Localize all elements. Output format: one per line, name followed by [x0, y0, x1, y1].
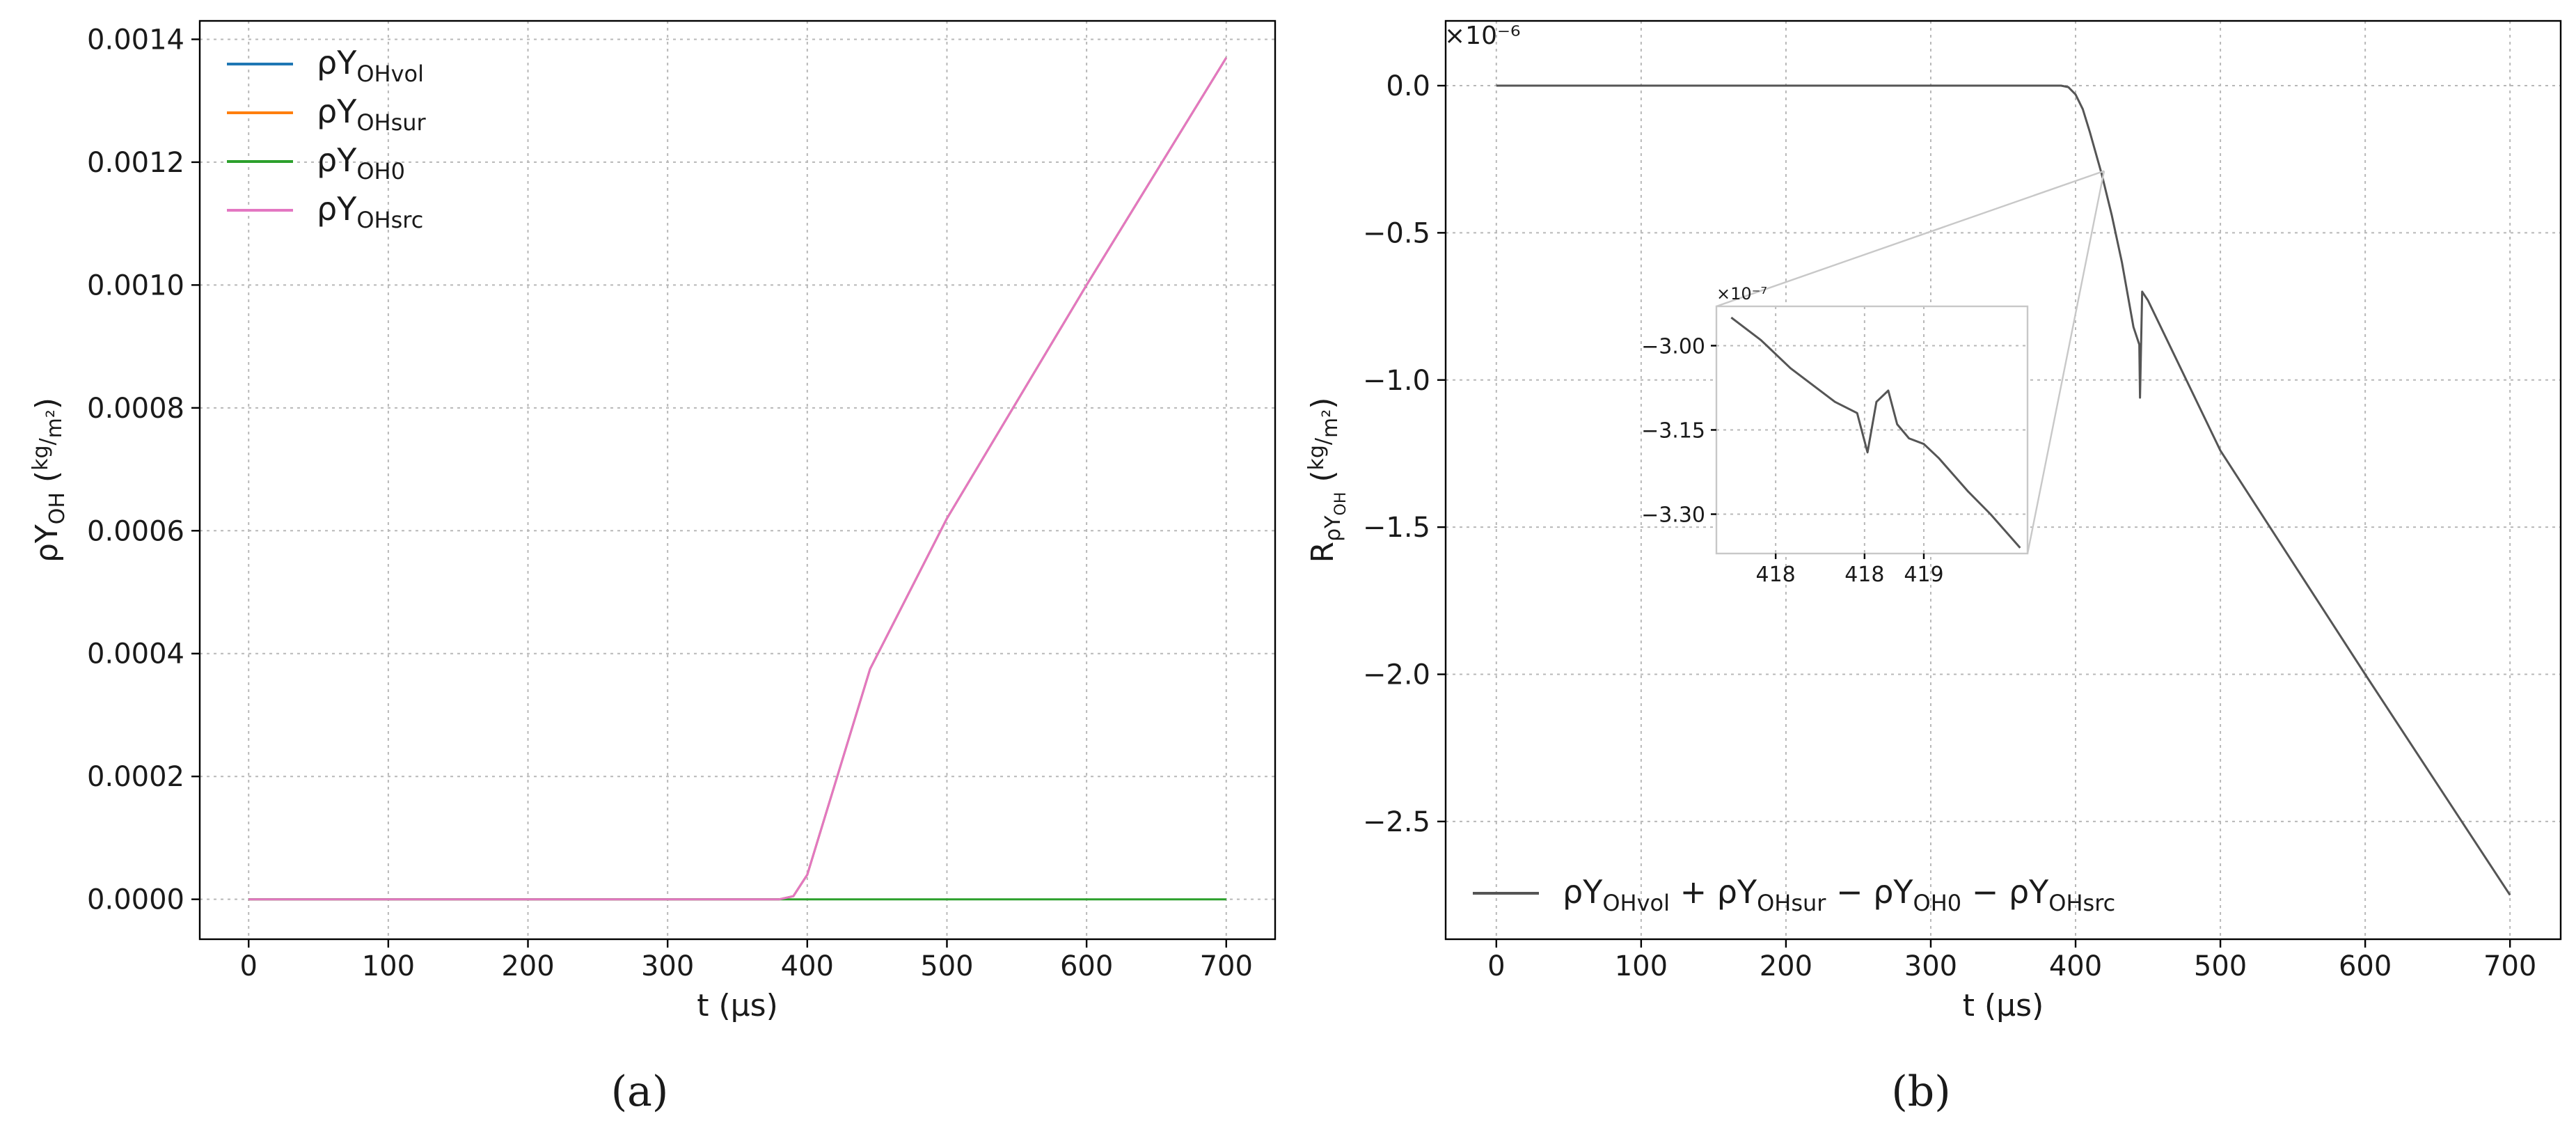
legend-sub: OHsrc [356, 207, 423, 233]
inset-connector [2026, 171, 2105, 554]
inset-connector [1716, 170, 2105, 308]
legend-sub: OHvol [356, 61, 424, 87]
y-tick-label: 0.0006 [87, 515, 184, 547]
y-tick-label: 0.0002 [87, 761, 184, 793]
y-tick-label: 0.0014 [87, 24, 184, 56]
x-tick-label: 300 [641, 950, 694, 982]
legend-main: ρY [1873, 873, 1913, 911]
inset-y-tick-label: −3.30 [1641, 503, 1705, 528]
legend-main: ρY [317, 93, 357, 130]
legend-label-2: ρYOH0 [317, 141, 405, 185]
legend-sub: OH0 [1913, 890, 1962, 916]
panel-a: 0 100 200 300 400 500 600 700 0.0000 0.0002 0.0004… [29, 19, 1277, 1116]
y-label-frac-bar: / [35, 437, 60, 445]
inset-y-tick-label: −3.15 [1641, 419, 1705, 444]
x-tick-label: 400 [2049, 950, 2102, 982]
legend-sub: OHsur [356, 109, 426, 136]
inset-y-tick-label: −3.00 [1641, 334, 1705, 359]
legend-sub: OHvol [1602, 890, 1670, 916]
series-line-0 [1496, 84, 2511, 896]
x-tick-label: 100 [362, 950, 415, 982]
y-label-main: R [1305, 542, 1341, 563]
x-tick-label: 500 [920, 950, 973, 982]
x-tick-label: 600 [1060, 950, 1113, 982]
legend-sub: OHsrc [2048, 890, 2115, 916]
x-tick-label: 700 [2483, 950, 2536, 982]
y-label-subsub: OH [1332, 492, 1350, 516]
y-tick-label: −1.0 [1363, 365, 1430, 397]
y-tick-label: 0.0000 [87, 884, 184, 916]
x-tick-label: 0 [1487, 950, 1505, 982]
y-tick-label: 0.0008 [87, 393, 184, 425]
y-axis-label-text: ρYOH (kg/m²) [29, 398, 70, 563]
y-label-frac-bar: / [1311, 437, 1336, 445]
legend-operator: + [1670, 873, 1717, 911]
y-label-paren: ( [29, 471, 65, 492]
y-tick-label: 0.0 [1386, 70, 1430, 102]
x-tick-label: 700 [1200, 950, 1253, 982]
inset-x-tick-label: 418 [1756, 563, 1796, 587]
y-tick-label: 0.0010 [87, 269, 184, 301]
x-axis-label: t (μs) [697, 988, 778, 1023]
y-tick-label: −1.5 [1363, 512, 1430, 544]
legend-main: ρY [2009, 873, 2049, 911]
y-axis-label-text: RρYOH (kg/m²) [1304, 398, 1350, 563]
x-tick-label: 600 [2339, 950, 2392, 982]
inset-offset-label: ×10⁻⁷ [1716, 284, 1767, 304]
y-label-frac-num: kg [29, 445, 53, 470]
x-tick-label: 200 [501, 950, 554, 982]
legend-main: ρY [317, 190, 357, 228]
legend-main: ρY [1563, 873, 1603, 911]
x-tick-label: 400 [781, 950, 834, 982]
x-tick-label: 200 [1760, 950, 1812, 982]
legend-sub: OHsur [1757, 890, 1826, 916]
y-label-paren: ) [29, 398, 65, 409]
y-label-paren: ) [1305, 398, 1341, 409]
panel-caption: (b) [1891, 1067, 1950, 1116]
plot-frame [1444, 19, 2562, 941]
inset-zoom: 418 418 419 −3.00 −3.15 −3.30 ×10⁻⁷ [1641, 170, 2105, 587]
panel-caption: (a) [611, 1067, 669, 1116]
x-tick-label: 500 [2194, 950, 2247, 982]
y-label-frac-num: kg [1304, 445, 1329, 470]
plot-frame [198, 19, 1277, 941]
legend-sub: OH0 [356, 158, 405, 185]
legend-main: ρY [1717, 873, 1757, 911]
y-offset-label: ×10⁻⁶ [1444, 22, 1520, 50]
legend-operator: − [1826, 873, 1873, 911]
inset-series-line [1730, 316, 2021, 549]
y-tick-label: 0.0012 [87, 147, 184, 179]
series-line-3 [248, 57, 1228, 901]
y-label-paren: ( [1305, 470, 1341, 492]
x-tick-label: 300 [1904, 950, 1957, 982]
panel-b: 0 100 200 300 400 500 600 700 0.0 −0.5 −1.0 −1.5 −2.… [1304, 19, 2562, 1116]
legend-label-0: ρYOHvol + ρYOHsur − ρYOH0 − ρYOHsrc [1563, 873, 2115, 916]
y-tick-label: −2.5 [1363, 806, 1430, 838]
y-label-frac-den: m² [1318, 409, 1343, 438]
x-axis-label: t (μs) [1963, 988, 2044, 1023]
legend-label-3: ρYOHsrc [317, 190, 423, 233]
y-tick-label: −0.5 [1363, 217, 1430, 249]
inset-x-tick-label: 419 [1904, 563, 1943, 587]
y-label-sub: ρY [1321, 515, 1345, 542]
y-tick-label: 0.0004 [87, 638, 184, 670]
y-tick-label: −2.0 [1363, 659, 1430, 691]
y-label-sub: OH [45, 492, 70, 524]
inset-x-tick-label: 418 [1844, 563, 1884, 587]
y-label-frac-den: m² [42, 409, 67, 438]
legend-label-0: ρYOHvol [317, 44, 424, 87]
legend-main: ρY [317, 141, 357, 179]
legend-label-1: ρYOHsur [317, 93, 427, 136]
x-tick-label: 0 [240, 950, 258, 982]
legend-main: ρY [317, 44, 357, 81]
y-axis-label: RρYOH (kg/m²) [1304, 398, 1350, 563]
y-label-main: ρY [29, 524, 65, 563]
y-axis-label: ρYOH (kg/m²) [29, 398, 70, 563]
x-tick-label: 100 [1615, 950, 1668, 982]
legend-operator: − [1961, 873, 2009, 911]
